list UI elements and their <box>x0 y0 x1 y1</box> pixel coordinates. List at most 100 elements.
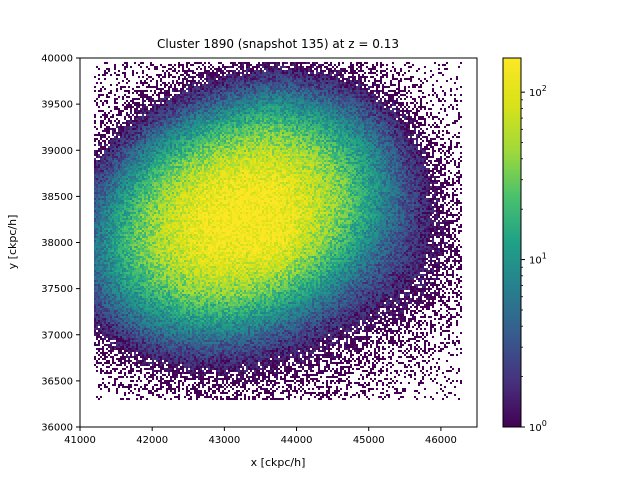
density-cell <box>154 116 156 118</box>
density-cell <box>158 214 160 216</box>
density-cell <box>106 186 108 188</box>
density-cell <box>110 152 112 154</box>
density-cell <box>130 320 132 322</box>
density-cell <box>100 338 102 340</box>
density-cell <box>148 84 150 86</box>
density-cell <box>122 280 124 282</box>
density-cell <box>130 386 132 388</box>
density-cell <box>142 396 144 398</box>
density-cell <box>148 332 150 334</box>
density-cell <box>160 84 162 86</box>
density-cell <box>114 230 116 232</box>
density-cell <box>102 182 104 184</box>
density-cell <box>116 262 118 264</box>
density-cell <box>128 114 130 116</box>
density-cell <box>116 282 118 284</box>
density-cell <box>156 316 158 318</box>
density-cell <box>146 286 148 288</box>
density-cell <box>160 268 162 270</box>
density-cell <box>112 184 114 186</box>
density-cell <box>96 274 98 276</box>
density-cell <box>108 322 110 324</box>
density-cell <box>164 362 166 364</box>
density-cell <box>120 196 122 198</box>
density-cell <box>140 172 142 174</box>
density-cell <box>116 102 118 104</box>
density-cell <box>106 314 108 316</box>
density-cell <box>114 370 116 372</box>
density-cell <box>150 352 152 354</box>
density-cell <box>102 186 104 188</box>
density-cell <box>136 160 138 162</box>
density-cell <box>156 326 158 328</box>
density-cell <box>146 290 148 292</box>
density-cell <box>148 364 150 366</box>
density-cell <box>152 114 154 116</box>
density-cell <box>156 202 158 204</box>
density-cell <box>154 192 156 194</box>
density-cell <box>136 342 138 344</box>
density-cell <box>132 296 134 298</box>
density-cell <box>116 204 118 206</box>
density-cell <box>142 226 144 228</box>
density-cell <box>94 268 96 270</box>
density-cell <box>150 276 152 278</box>
density-cell <box>152 236 154 238</box>
density-cell <box>146 166 148 168</box>
density-cell <box>132 308 134 310</box>
density-cell <box>132 240 134 242</box>
density-cell <box>112 246 114 248</box>
density-cell <box>128 334 130 336</box>
density-cell <box>158 278 160 280</box>
density-cell <box>128 156 130 158</box>
density-cell <box>134 312 136 314</box>
density-cell <box>152 392 154 394</box>
density-cell <box>134 132 136 134</box>
density-cell <box>118 328 120 330</box>
density-cell <box>134 232 136 234</box>
density-cell <box>110 184 112 186</box>
density-cell <box>122 200 124 202</box>
density-cell <box>96 288 98 290</box>
density-cell <box>144 112 146 114</box>
density-cell <box>164 200 166 202</box>
density-cell <box>140 190 142 192</box>
density-cell <box>114 332 116 334</box>
density-cell <box>146 310 148 312</box>
density-cell <box>140 234 142 236</box>
density-cell <box>128 124 130 126</box>
density-cell <box>160 384 162 386</box>
density-cell <box>124 240 126 242</box>
density-cell <box>154 136 156 138</box>
density-cell <box>112 318 114 320</box>
density-cell <box>152 150 154 152</box>
density-cell <box>164 202 166 204</box>
density-cell <box>150 176 152 178</box>
density-cell <box>106 130 108 132</box>
density-cell <box>94 298 96 300</box>
density-cell <box>102 378 104 380</box>
density-cell <box>158 114 160 116</box>
density-cell <box>120 164 122 166</box>
density-cell <box>134 162 136 164</box>
density-cell <box>124 166 126 168</box>
density-cell <box>128 392 130 394</box>
density-cell <box>124 182 126 184</box>
density-cell <box>128 230 130 232</box>
density-cell <box>150 144 152 146</box>
density-cell <box>138 298 140 300</box>
density-cell <box>146 292 148 294</box>
density-cell <box>166 242 168 244</box>
density-cell <box>136 292 138 294</box>
density-cell <box>134 288 136 290</box>
density-cell <box>114 200 116 202</box>
density-cell <box>94 330 96 332</box>
density-cell <box>124 350 126 352</box>
density-cell <box>166 368 168 370</box>
density-cell <box>162 346 164 348</box>
density-cell <box>156 212 158 214</box>
density-cell <box>112 326 114 328</box>
density-cell <box>162 252 164 254</box>
density-cell <box>114 120 116 122</box>
density-cell <box>160 222 162 224</box>
